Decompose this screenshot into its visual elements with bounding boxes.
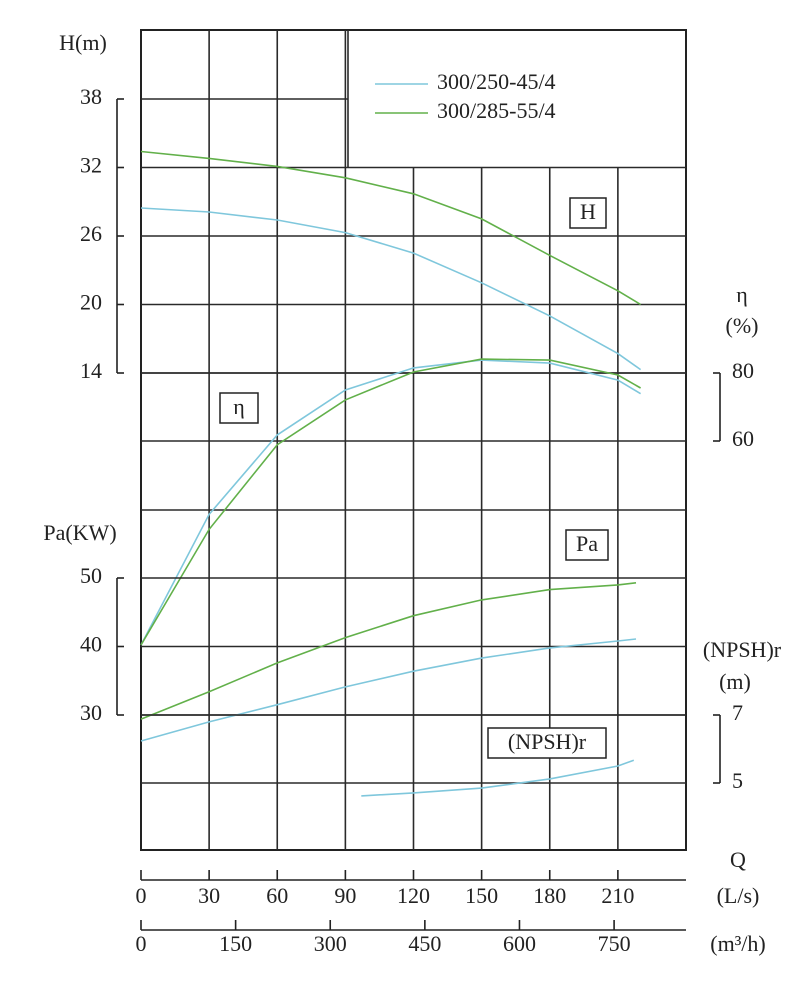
x2-tick-label: 750: [598, 931, 631, 956]
curve: [140, 359, 642, 646]
y-label: H(m): [59, 30, 107, 55]
curve: [140, 582, 637, 720]
x2-tick-label: 0: [136, 931, 147, 956]
y-tick-label: 14: [80, 358, 102, 383]
y-tick-label: 30: [80, 700, 102, 725]
y-label: η: [736, 282, 748, 307]
note-box: [487, 727, 607, 759]
note: Pa: [576, 531, 598, 556]
x2-unit: (m³/h): [710, 931, 765, 956]
x-label: Q: [730, 847, 746, 872]
curve: [361, 759, 635, 797]
y-label: Pa(KW): [43, 520, 116, 545]
curve: [140, 150, 642, 306]
y-tick-label: 38: [80, 84, 102, 109]
x-tick-label: 90: [334, 883, 356, 908]
x-tick-label: 210: [601, 883, 634, 908]
y-tick-label: 40: [80, 632, 102, 657]
y-tick-label: 50: [80, 563, 102, 588]
y-label: (NPSH)r: [703, 637, 782, 662]
x2-tick-label: 150: [219, 931, 252, 956]
y-tick-label: 5: [732, 768, 743, 793]
note-box: [565, 529, 609, 561]
x-tick-label: 60: [266, 883, 288, 908]
x2-tick-label: 300: [314, 931, 347, 956]
curve: [140, 207, 642, 371]
x2-tick-label: 600: [503, 931, 536, 956]
y-tick-label: 80: [732, 358, 754, 383]
x2-tick-label: 450: [408, 931, 441, 956]
legend-label: 300/250-45/4: [437, 69, 556, 94]
y-tick-label: 26: [80, 221, 102, 246]
note: H: [580, 199, 596, 224]
legend-label: 300/285-55/4: [437, 98, 556, 123]
note: (NPSH)r: [508, 729, 587, 754]
x-tick-label: 150: [465, 883, 498, 908]
y-tick-label: 60: [732, 426, 754, 451]
x-tick-label: 30: [198, 883, 220, 908]
curve: [140, 358, 641, 646]
note-box: [219, 392, 259, 424]
y-unit: (m): [719, 669, 751, 694]
note: η: [233, 394, 245, 419]
note-box: [569, 197, 607, 229]
x-tick-label: 0: [136, 883, 147, 908]
curve: [140, 638, 637, 742]
y-tick-label: 20: [80, 290, 102, 315]
x-tick-label: 120: [397, 883, 430, 908]
x-unit: (L/s): [717, 883, 760, 908]
x-tick-label: 180: [533, 883, 566, 908]
y-tick-label: 32: [80, 153, 102, 178]
y-unit: (%): [726, 313, 759, 338]
y-tick-label: 7: [732, 700, 743, 725]
